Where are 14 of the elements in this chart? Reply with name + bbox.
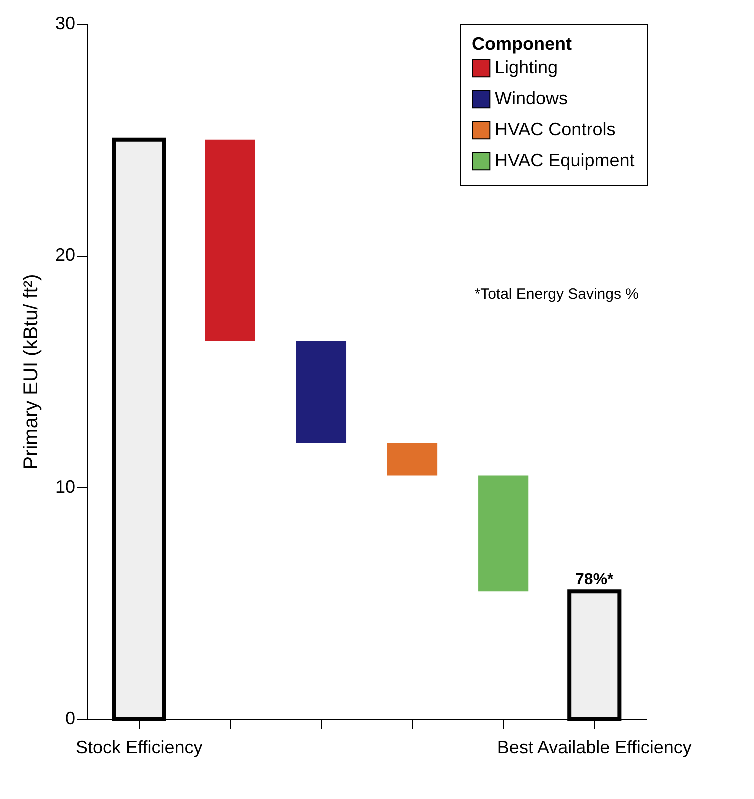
y-tick-label: 0 (65, 708, 76, 728)
y-tick-label: 20 (55, 245, 76, 266)
legend-label: HVAC Controls (495, 120, 616, 140)
legend-label: Lighting (495, 58, 558, 78)
annotation: *Total Energy Savings % (474, 286, 639, 303)
x-tick-label: Best Available Efficiency (497, 738, 692, 758)
legend-label: Windows (495, 88, 568, 108)
legend-title: Component (472, 34, 572, 54)
x-tick-label: Stock Efficiency (76, 738, 203, 758)
y-tick-label: 10 (55, 476, 76, 497)
annotation: 78%* (576, 572, 615, 589)
y-axis-title: Primary EUI (kBtu/ ft²) (20, 274, 42, 470)
y-tick-label: 30 (55, 14, 76, 34)
legend-label: HVAC Equipment (495, 150, 635, 170)
